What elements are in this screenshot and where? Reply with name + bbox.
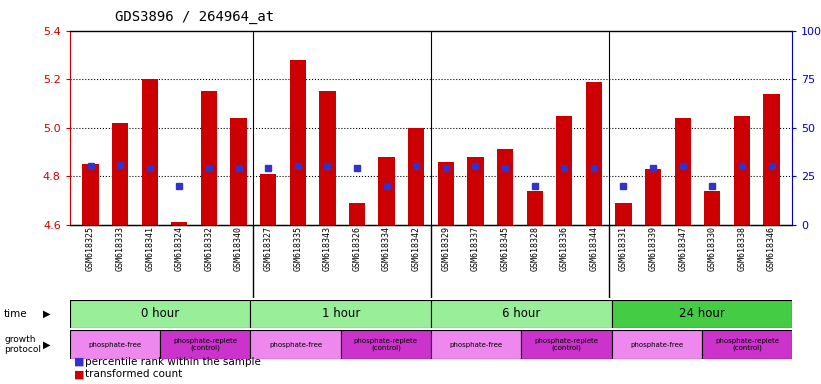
- Bar: [704, 191, 721, 225]
- Text: phosphate-free: phosphate-free: [631, 342, 683, 348]
- Text: GSM618334: GSM618334: [382, 226, 391, 271]
- Text: GSM618329: GSM618329: [442, 226, 451, 271]
- Bar: [612, 330, 702, 359]
- Bar: [82, 164, 99, 225]
- Text: ▶: ▶: [43, 309, 50, 319]
- Bar: [702, 330, 792, 359]
- Text: GDS3896 / 264964_at: GDS3896 / 264964_at: [115, 10, 274, 23]
- Bar: [250, 330, 341, 359]
- Bar: [585, 82, 602, 225]
- Text: GSM618336: GSM618336: [560, 226, 569, 271]
- Text: ▶: ▶: [43, 339, 50, 350]
- Bar: [675, 118, 690, 225]
- Text: GSM618333: GSM618333: [116, 226, 125, 271]
- Bar: [408, 128, 424, 225]
- Text: phosphate-free: phosphate-free: [450, 342, 502, 348]
- Bar: [612, 300, 792, 328]
- Text: time: time: [4, 309, 28, 319]
- Bar: [497, 149, 513, 225]
- Text: GSM618335: GSM618335: [293, 226, 302, 271]
- Text: GSM618326: GSM618326: [352, 226, 361, 271]
- Text: GSM618328: GSM618328: [530, 226, 539, 271]
- Bar: [112, 123, 128, 225]
- Text: percentile rank within the sample: percentile rank within the sample: [85, 357, 260, 367]
- Bar: [521, 330, 612, 359]
- Text: GSM618330: GSM618330: [708, 226, 717, 271]
- Text: GSM618325: GSM618325: [86, 226, 95, 271]
- Bar: [290, 60, 306, 225]
- Text: GSM618339: GSM618339: [649, 226, 658, 271]
- Text: phosphate-replete
(control): phosphate-replete (control): [173, 338, 237, 351]
- Bar: [616, 203, 631, 225]
- Bar: [467, 157, 484, 225]
- Text: 1 hour: 1 hour: [322, 308, 360, 320]
- Text: transformed count: transformed count: [85, 369, 181, 379]
- Text: ■: ■: [74, 357, 85, 367]
- Text: GSM618324: GSM618324: [175, 226, 184, 271]
- Bar: [431, 300, 612, 328]
- Text: phosphate-free: phosphate-free: [89, 342, 141, 348]
- Bar: [556, 116, 572, 225]
- Text: GSM618331: GSM618331: [619, 226, 628, 271]
- Text: growth
protocol: growth protocol: [4, 335, 41, 354]
- Bar: [378, 157, 395, 225]
- Text: GSM618327: GSM618327: [264, 226, 273, 271]
- Bar: [349, 203, 365, 225]
- Bar: [431, 330, 521, 359]
- Bar: [160, 330, 250, 359]
- Bar: [526, 191, 543, 225]
- Bar: [172, 222, 187, 225]
- Text: GSM618345: GSM618345: [501, 226, 510, 271]
- Text: GSM618341: GSM618341: [145, 226, 154, 271]
- Text: 0 hour: 0 hour: [141, 308, 179, 320]
- Bar: [734, 116, 750, 225]
- Text: ■: ■: [74, 369, 85, 379]
- Text: GSM618332: GSM618332: [204, 226, 213, 271]
- Text: phosphate-replete
(control): phosphate-replete (control): [715, 338, 779, 351]
- Bar: [260, 174, 277, 225]
- Text: GSM618343: GSM618343: [323, 226, 332, 271]
- Text: GSM618337: GSM618337: [471, 226, 480, 271]
- Bar: [341, 330, 431, 359]
- Text: GSM618344: GSM618344: [589, 226, 599, 271]
- Text: phosphate-free: phosphate-free: [269, 342, 322, 348]
- Bar: [70, 330, 160, 359]
- Bar: [438, 162, 454, 225]
- Text: GSM618346: GSM618346: [767, 226, 776, 271]
- Bar: [201, 91, 217, 225]
- Bar: [250, 300, 431, 328]
- Text: phosphate-replete
(control): phosphate-replete (control): [534, 338, 599, 351]
- Text: 6 hour: 6 hour: [502, 308, 540, 320]
- Text: GSM618347: GSM618347: [678, 226, 687, 271]
- Bar: [70, 300, 250, 328]
- Bar: [231, 118, 246, 225]
- Text: phosphate-replete
(control): phosphate-replete (control): [354, 338, 418, 351]
- Text: GSM618340: GSM618340: [234, 226, 243, 271]
- Bar: [764, 94, 780, 225]
- Text: 24 hour: 24 hour: [679, 308, 725, 320]
- Text: GSM618342: GSM618342: [411, 226, 420, 271]
- Bar: [319, 91, 336, 225]
- Bar: [645, 169, 661, 225]
- Bar: [141, 79, 158, 225]
- Text: GSM618338: GSM618338: [737, 226, 746, 271]
